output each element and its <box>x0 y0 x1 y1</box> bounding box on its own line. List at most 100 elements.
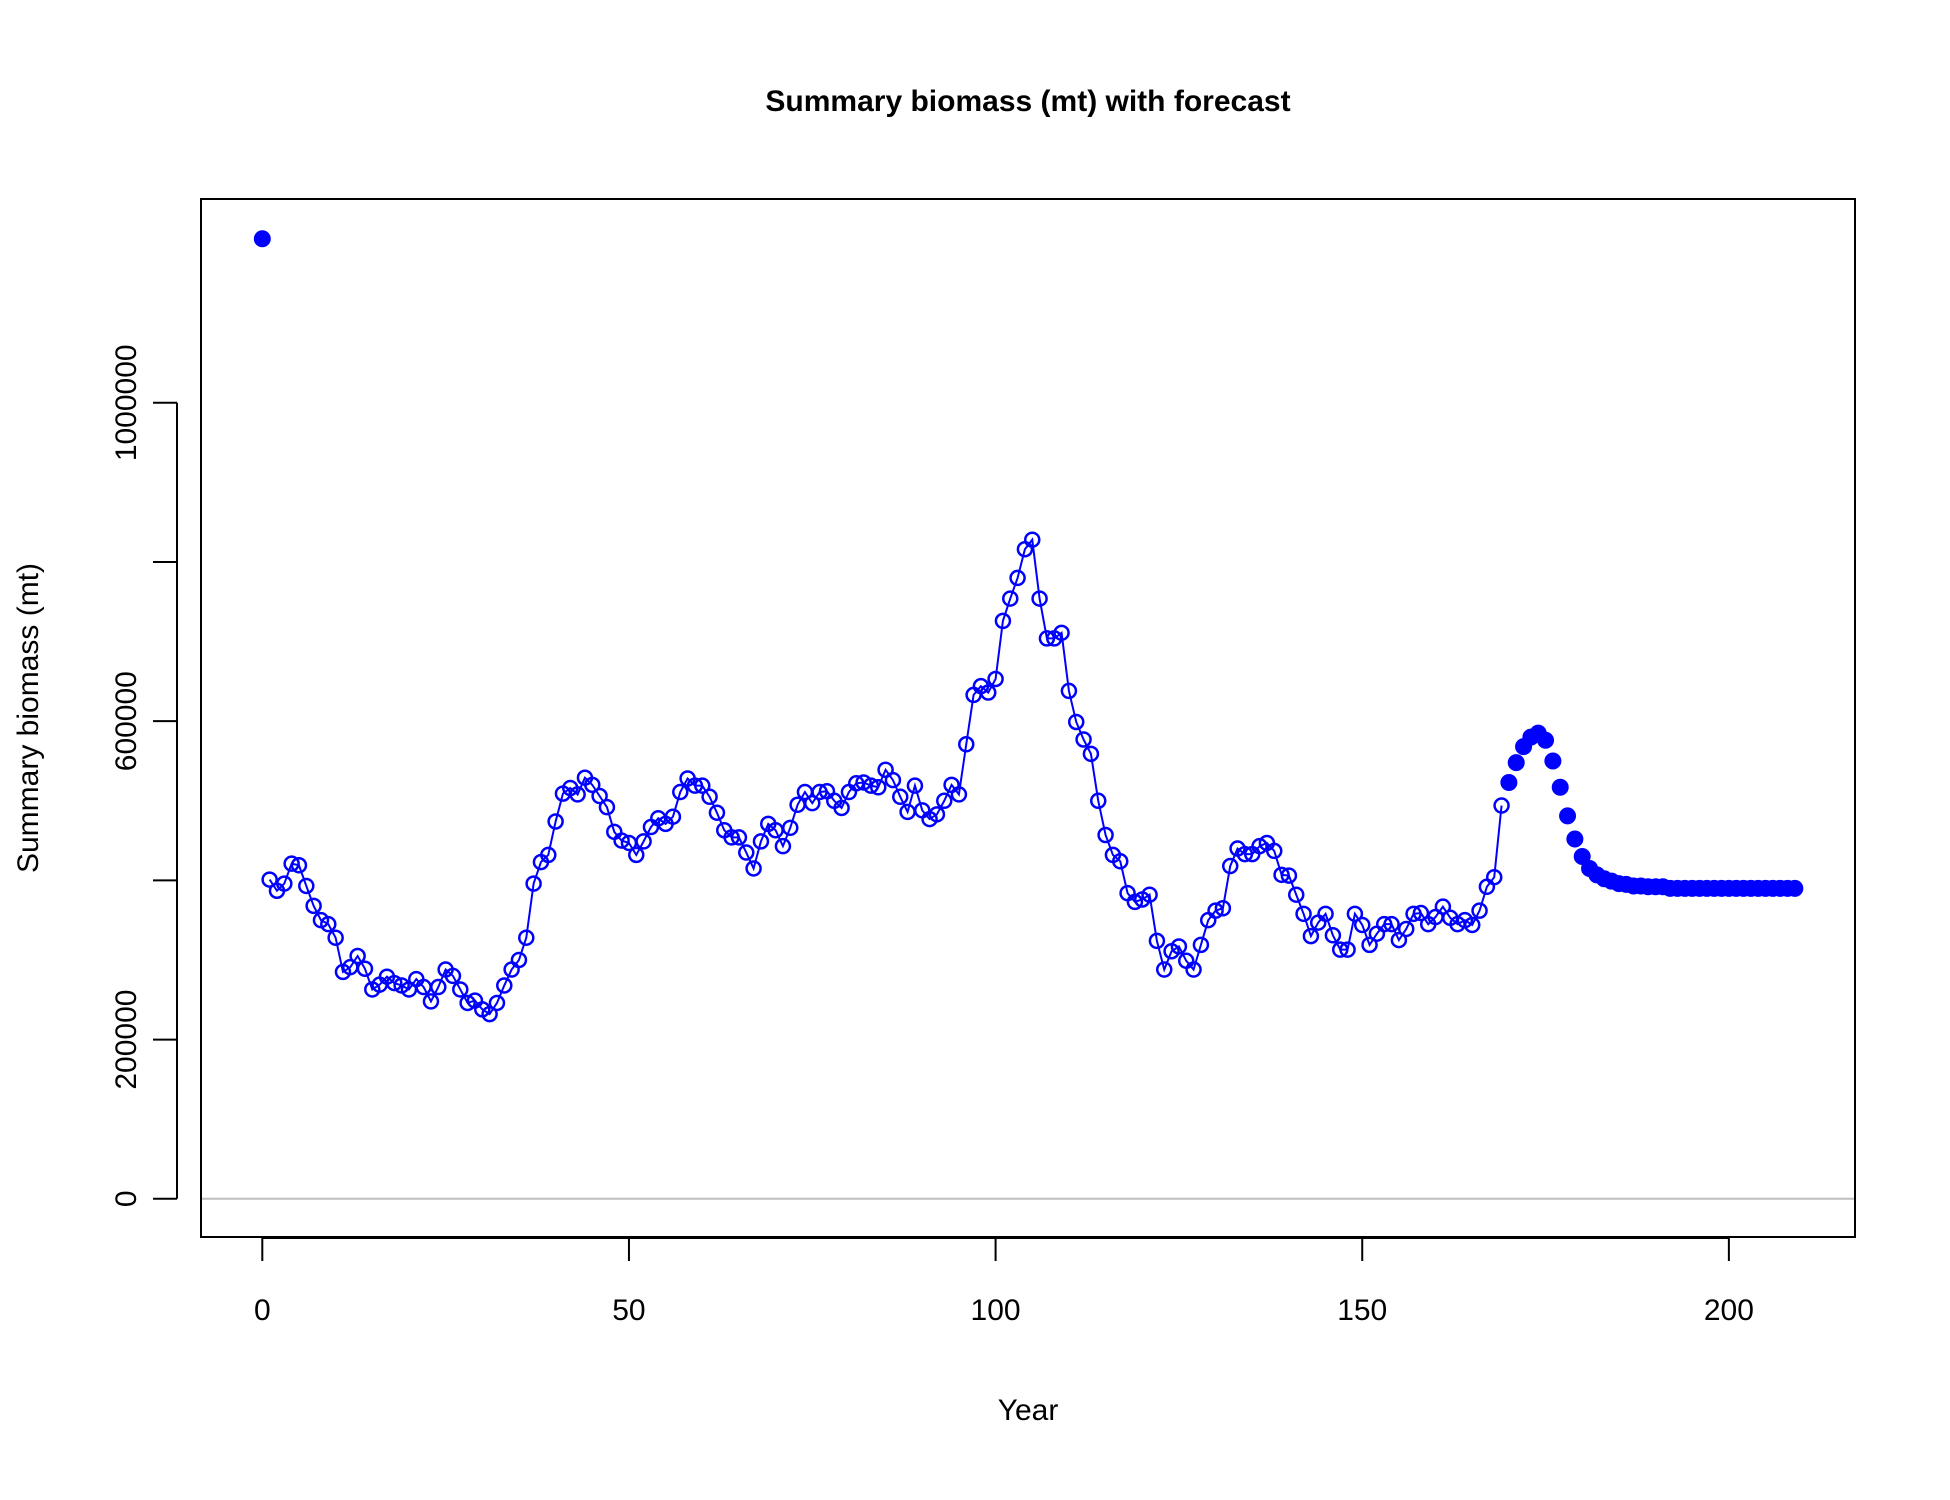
point <box>276 875 293 892</box>
forecast-point <box>1786 879 1804 897</box>
point <box>510 951 528 969</box>
point <box>320 915 337 933</box>
point <box>591 787 608 805</box>
forecast-point <box>1559 807 1577 825</box>
point <box>1331 941 1349 958</box>
point <box>569 786 586 803</box>
point <box>987 670 1004 688</box>
y-tick-label: 0 <box>110 1190 143 1207</box>
point <box>422 993 440 1010</box>
point <box>518 929 535 946</box>
point <box>1493 797 1510 814</box>
point <box>261 871 278 888</box>
point <box>488 994 506 1012</box>
point <box>613 832 630 849</box>
forecast-point <box>1544 752 1562 770</box>
point <box>598 798 616 816</box>
point <box>1097 826 1114 844</box>
point <box>1397 920 1415 938</box>
point <box>1471 902 1488 919</box>
point <box>496 977 513 994</box>
point <box>738 844 755 861</box>
point <box>1214 899 1232 917</box>
point <box>1375 915 1393 933</box>
point <box>701 788 718 806</box>
point <box>1339 941 1356 958</box>
x-tick-label: 100 <box>971 1294 1021 1327</box>
point <box>481 1005 498 1023</box>
point <box>708 804 726 821</box>
point <box>1148 932 1166 950</box>
point <box>804 794 821 812</box>
x-tick-label: 150 <box>1337 1294 1387 1327</box>
point <box>1082 745 1100 763</box>
point <box>1295 905 1312 923</box>
point <box>386 974 403 992</box>
y-tick-label: 600000 <box>110 671 143 771</box>
forecast-point <box>1500 773 1518 791</box>
point <box>290 857 308 874</box>
point <box>305 897 322 915</box>
point <box>664 808 682 825</box>
x-tick-label: 0 <box>254 1294 271 1327</box>
point <box>1185 961 1202 978</box>
point <box>892 788 909 806</box>
point <box>1317 905 1334 923</box>
point <box>1031 590 1048 607</box>
point <box>1207 902 1224 919</box>
point <box>833 799 850 817</box>
point <box>283 855 300 872</box>
chart-title: Summary biomass (mt) with forecast <box>765 85 1290 118</box>
point <box>694 777 711 794</box>
point <box>452 981 469 998</box>
point <box>686 777 704 794</box>
point <box>1141 886 1158 903</box>
y-tick-label: 200000 <box>110 990 143 1090</box>
point <box>1463 916 1481 934</box>
point <box>950 786 968 803</box>
point <box>1068 713 1085 731</box>
point <box>1009 569 1026 587</box>
point <box>1434 898 1452 915</box>
point <box>356 960 374 977</box>
point <box>547 813 564 830</box>
point <box>1361 936 1378 954</box>
y-axis-label: Summary biomass (mt) <box>12 563 45 873</box>
point <box>811 783 828 801</box>
point <box>1280 867 1298 884</box>
point <box>635 833 652 850</box>
point <box>1192 936 1210 954</box>
point <box>540 846 557 864</box>
point <box>298 877 315 895</box>
point <box>349 947 366 965</box>
point <box>752 833 770 850</box>
forecast-point <box>1566 830 1584 848</box>
point <box>1075 731 1092 748</box>
plot-frame <box>200 198 1856 1238</box>
point <box>928 806 946 823</box>
point <box>1273 866 1290 884</box>
point <box>430 978 447 996</box>
point <box>1302 927 1320 945</box>
point <box>870 779 887 796</box>
x-tick-label: 200 <box>1704 1294 1754 1327</box>
point <box>936 792 953 810</box>
forecast-point <box>253 230 271 248</box>
point <box>1390 931 1408 949</box>
point <box>1353 916 1371 934</box>
point <box>1024 531 1041 548</box>
forecast-point <box>1551 778 1569 796</box>
point <box>855 774 872 791</box>
point <box>774 837 792 855</box>
point <box>327 929 344 946</box>
point <box>884 771 902 789</box>
point <box>444 967 462 985</box>
point <box>730 829 748 846</box>
point <box>1412 904 1430 922</box>
point <box>1251 837 1268 855</box>
point <box>1060 682 1078 700</box>
point <box>1265 842 1283 860</box>
point <box>994 612 1012 630</box>
point <box>1002 590 1019 607</box>
